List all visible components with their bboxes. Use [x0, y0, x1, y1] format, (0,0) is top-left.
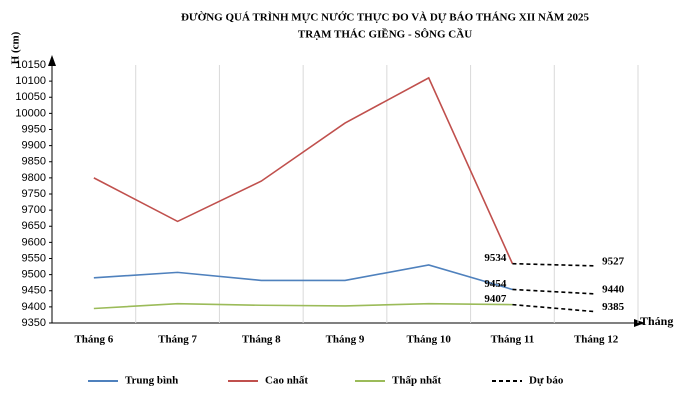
- y-tick-label: 10000: [15, 107, 46, 119]
- y-tick-label: 10100: [15, 75, 46, 87]
- x-tick-label: Tháng 11: [491, 334, 535, 346]
- x-tick-label: Tháng 12: [574, 334, 619, 346]
- y-axis-label: H (cm): [10, 31, 22, 64]
- y-tick-label: 9350: [22, 317, 46, 329]
- x-axis-arrow: [634, 319, 645, 327]
- y-tick-label: 9450: [22, 285, 46, 297]
- y-tick-label: 9900: [22, 140, 46, 152]
- x-tick-label: Tháng 8: [242, 334, 281, 346]
- y-tick-label: 9600: [22, 236, 46, 248]
- x-tick-label: Tháng 10: [407, 334, 452, 346]
- forecast-line: [512, 303, 597, 313]
- series-line: [93, 76, 514, 264]
- y-tick-label: 9650: [22, 220, 46, 232]
- data-label: 9385: [602, 301, 625, 313]
- x-axis-label: Tháng: [640, 314, 673, 328]
- series-line: [93, 264, 513, 291]
- y-tick-label: 9550: [22, 252, 46, 264]
- legend-label: Dự báo: [529, 375, 564, 387]
- y-tick-label: 10150: [15, 59, 46, 71]
- y-tick-label: 9500: [22, 269, 46, 281]
- x-tick-label: Tháng 9: [326, 334, 365, 346]
- data-label: 9527: [602, 255, 625, 267]
- data-label: 9440: [602, 284, 625, 296]
- y-tick-label: 9800: [22, 172, 46, 184]
- data-label: 9407: [484, 293, 507, 305]
- y-tick-label: 9700: [22, 204, 46, 216]
- y-tick-label: 9400: [22, 301, 46, 313]
- data-label: 9534: [484, 252, 507, 264]
- legend-label: Thấp nhất: [392, 375, 442, 387]
- series-line: [93, 302, 513, 310]
- legend-label: Trung bình: [125, 375, 178, 387]
- y-axis-arrow: [48, 55, 56, 66]
- x-tick-label: Tháng 6: [74, 334, 113, 346]
- legend-label: Cao nhất: [265, 375, 308, 387]
- chart-subtitle: TRẠM THÁC GIỀNG - SÔNG CẦU: [298, 28, 472, 41]
- y-tick-label: 9850: [22, 156, 46, 168]
- y-tick-label: 9950: [22, 123, 46, 135]
- data-label: 9454: [484, 278, 507, 290]
- y-tick-label: 9750: [22, 188, 46, 200]
- x-tick-label: Tháng 7: [158, 334, 197, 346]
- chart-title: ĐƯỜNG QUÁ TRÌNH MỰC NƯỚC THỰC ĐO VÀ DỰ B…: [181, 12, 590, 24]
- y-tick-label: 10050: [15, 91, 46, 103]
